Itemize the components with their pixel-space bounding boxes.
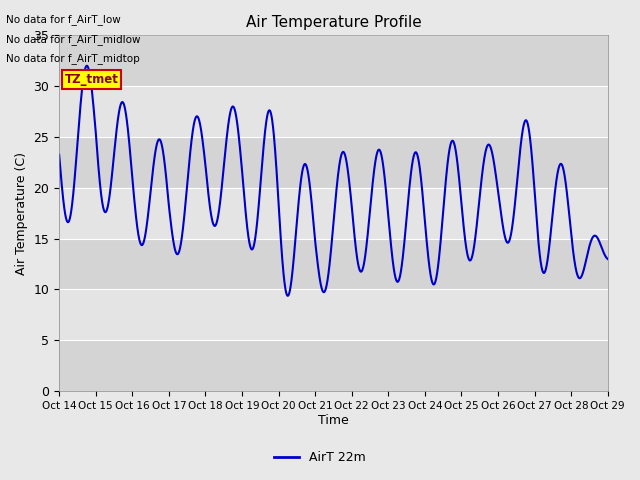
Bar (59, 289, 608, 340)
Legend: AirT 22m: AirT 22m (269, 446, 371, 469)
Title: Air Temperature Profile: Air Temperature Profile (246, 15, 421, 30)
Y-axis label: Air Temperature (C): Air Temperature (C) (15, 152, 28, 275)
Text: No data for f_AirT_midlow: No data for f_AirT_midlow (6, 34, 141, 45)
Bar (59, 36, 608, 86)
Bar (59, 86, 608, 137)
Bar (59, 188, 608, 239)
X-axis label: Time: Time (318, 414, 349, 427)
Bar (59, 340, 608, 391)
Text: No data for f_AirT_midtop: No data for f_AirT_midtop (6, 53, 140, 64)
Text: No data for f_AirT_low: No data for f_AirT_low (6, 14, 121, 25)
Text: TZ_tmet: TZ_tmet (65, 73, 118, 86)
Bar (59, 239, 608, 289)
Bar (59, 137, 608, 188)
